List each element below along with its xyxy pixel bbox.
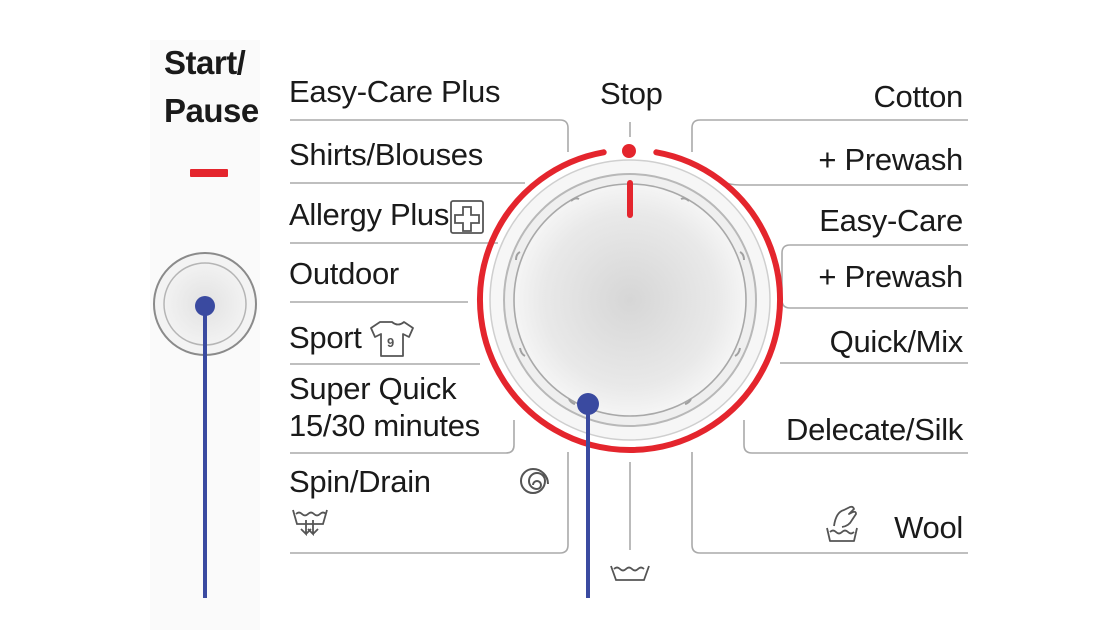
left-program-lines: [290, 119, 569, 554]
jersey-icon: 9: [370, 321, 414, 357]
dial-ring: [477, 149, 783, 453]
start-pause-title-line2: Pause: [164, 92, 259, 129]
program-easy-care[interactable]: Easy-Care: [819, 203, 963, 238]
program-shirts-blouses[interactable]: Shirts/Blouses: [289, 137, 483, 172]
right-program-lines: [691, 119, 968, 554]
stop-indicator-dot: [622, 144, 636, 158]
drain-icon: [292, 509, 328, 537]
program-allergy-plus[interactable]: Allergy Plus: [289, 197, 450, 232]
spin-icon: [520, 467, 549, 494]
program-cotton[interactable]: Cotton: [873, 79, 963, 114]
program-easy-care-plus[interactable]: Easy-Care Plus: [289, 74, 501, 109]
start-pause-title-line1: Start/: [164, 44, 246, 81]
program-super-quick-duration: 15/30 minutes: [289, 408, 480, 443]
wash-tub-icon: [610, 565, 650, 581]
program-quick-mix[interactable]: Quick/Mix: [829, 324, 964, 359]
program-sport[interactable]: Sport: [289, 320, 362, 355]
svg-text:9: 9: [387, 335, 394, 350]
callout-pointers: [195, 296, 599, 598]
program-spin-drain[interactable]: Spin/Drain: [289, 464, 431, 499]
program-easy-care-prewash[interactable]: + Prewash: [818, 259, 963, 294]
program-cotton-prewash[interactable]: + Prewash: [818, 142, 963, 177]
start-pause-led: [190, 169, 228, 177]
program-super-quick[interactable]: Super Quick: [289, 371, 457, 406]
program-outdoor[interactable]: Outdoor: [289, 256, 399, 291]
medical-cross-icon: [450, 200, 484, 234]
program-wool[interactable]: Wool: [894, 510, 963, 545]
program-delicate-silk[interactable]: Delecate/Silk: [785, 412, 963, 447]
stop-label: Stop: [600, 76, 663, 111]
program-selector-knob[interactable]: [489, 159, 771, 441]
knob-pointer-mark: [627, 180, 633, 218]
handwash-icon: [826, 505, 858, 542]
